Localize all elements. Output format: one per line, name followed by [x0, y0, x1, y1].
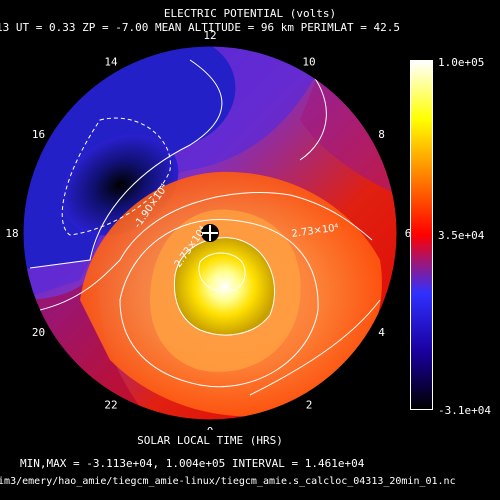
colorbar	[410, 60, 433, 410]
hour-tick-labels: 1210864202220181614	[5, 29, 410, 430]
hour-tick-22: 22	[104, 399, 117, 412]
colorbar-mid-label: 3.5e+04	[438, 229, 485, 242]
pole-marker	[201, 224, 219, 242]
hour-tick-2: 2	[306, 399, 313, 412]
hour-tick-20: 20	[32, 326, 45, 339]
file-path: /aim3/emery/hao_amie/tiegcm_amie-linux/t…	[0, 476, 456, 487]
hour-tick-14: 14	[104, 56, 118, 69]
polar-plot: -1.90×10⁴ 2.73×10⁴ 2.73×10⁴ 121086420222…	[5, 29, 410, 430]
chart-subtitle: 13 UT = 0.33 ZP = -7.00 MEAN ALTITUDE = …	[0, 21, 400, 34]
hour-tick-6: 6	[405, 227, 410, 240]
hour-tick-10: 10	[302, 56, 315, 69]
x-axis-label: SOLAR LOCAL TIME (HRS)	[137, 434, 283, 447]
hour-tick-12: 12	[203, 29, 216, 42]
hour-tick-16: 16	[32, 128, 45, 141]
colorbar-min-label: -3.1e+04	[438, 404, 491, 417]
chart-title: ELECTRIC POTENTIAL (volts)	[163, 7, 337, 20]
plot-boundary	[22, 45, 398, 421]
hour-tick-4: 4	[378, 326, 385, 339]
hour-tick-8: 8	[378, 128, 385, 141]
hour-tick-18: 18	[5, 227, 18, 240]
hour-tick-0: 0	[207, 425, 214, 430]
colorbar-max-label: 1.0e+05	[438, 56, 485, 69]
stats-line: MIN,MAX = -3.113e+04, 1.004e+05 INTERVAL…	[20, 457, 365, 470]
